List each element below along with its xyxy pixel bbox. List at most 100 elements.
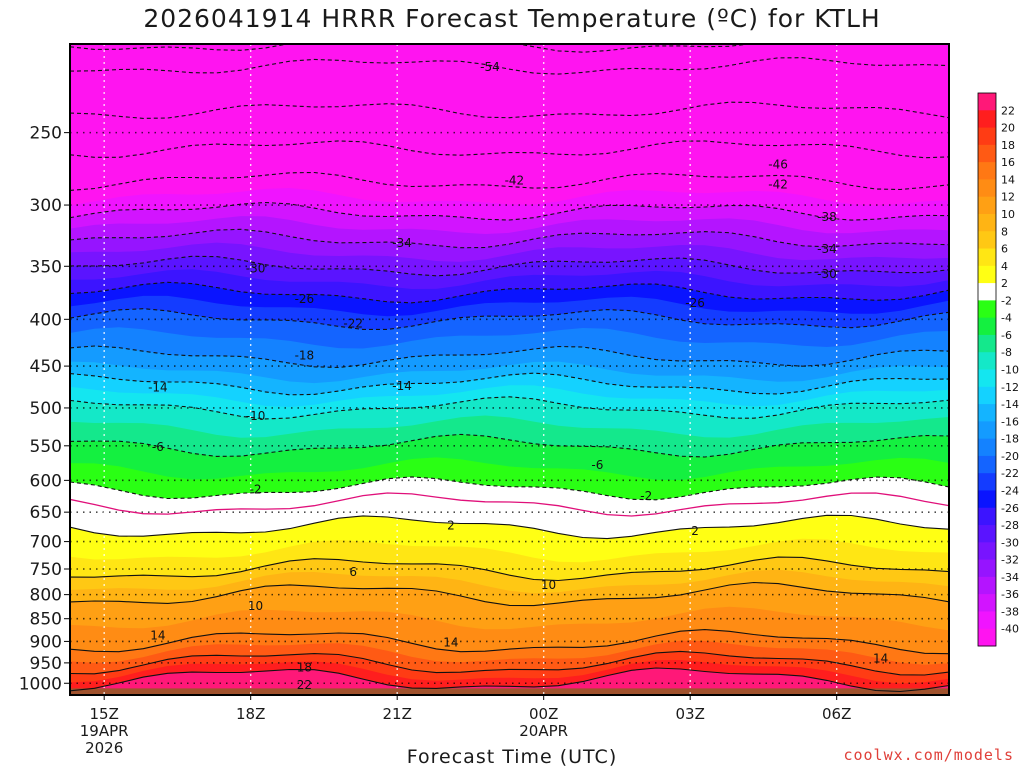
colorbar-swatch <box>978 283 996 301</box>
contour-label: -22 <box>343 316 363 330</box>
contour-label: -34 <box>392 236 412 250</box>
x-tick-label: 03Z <box>675 705 704 723</box>
ground-strip <box>70 688 949 695</box>
contour-line <box>70 667 949 693</box>
x-tick-label: 21Z <box>382 705 411 723</box>
contour-line <box>70 255 949 277</box>
contour-line <box>70 372 949 396</box>
colorbar-label: -36 <box>1001 588 1019 601</box>
colorbar-swatch <box>978 300 996 319</box>
colorbar-swatch <box>978 421 996 440</box>
contour-label: -42 <box>768 178 788 192</box>
colorbar-swatch <box>978 490 996 509</box>
y-tick-label: 950 <box>30 654 62 674</box>
contour-label: -38 <box>817 210 837 224</box>
x-tick-sublabel: 20APR <box>519 722 568 740</box>
colorbar-swatch <box>978 594 996 612</box>
colorbar-swatch <box>978 438 996 457</box>
x-tick-label: 18Z <box>236 705 265 723</box>
colorbar-swatch <box>978 334 996 353</box>
colorbar-swatch <box>978 127 996 146</box>
colorbar-label: -2 <box>1001 294 1012 307</box>
y-tick-label: 800 <box>30 586 62 606</box>
colorbar-label: -8 <box>1001 346 1012 359</box>
grid-lines <box>70 44 949 695</box>
colorbar-label: -6 <box>1001 329 1012 342</box>
y-axis-ticks: 2503003504004505005506006507007508008509… <box>19 124 70 694</box>
contour-label: -30 <box>246 262 266 276</box>
colorbar-swatch <box>978 455 996 474</box>
colorbar-swatch <box>978 162 996 180</box>
colorbar-label: 8 <box>1001 225 1008 238</box>
freezing-line <box>70 492 949 517</box>
contour-label: -26 <box>685 296 705 310</box>
temperature-fill <box>70 44 949 695</box>
y-tick-label: 700 <box>30 533 62 553</box>
contour-label: -14 <box>148 381 168 395</box>
contour-label: -2 <box>640 489 652 503</box>
colorbar-swatch <box>978 265 996 284</box>
y-tick-label: 400 <box>30 310 62 330</box>
contour-label: 6 <box>349 565 357 579</box>
colorbar-label: 14 <box>1001 173 1015 186</box>
colorbar-label: -20 <box>1001 450 1019 463</box>
contour-label: -26 <box>295 292 315 306</box>
colorbar-swatch <box>978 231 996 250</box>
contour-label: 2 <box>447 518 455 532</box>
colorbar-label: 12 <box>1001 191 1015 204</box>
colorbar-label: -30 <box>1001 536 1019 549</box>
colorbar-label: -34 <box>1001 571 1019 584</box>
y-tick-label: 600 <box>30 471 62 491</box>
colorbar: 22 20 18 16 14 12 10 8 6 4 2 -2 -4 -6 -8 -10 -12 -14 -16 -1… <box>977 92 1019 647</box>
colorbar-label: 10 <box>1001 208 1015 221</box>
colorbar-swatch <box>978 352 996 370</box>
contour-label: -34 <box>817 242 837 256</box>
colorbar-swatch <box>978 611 996 630</box>
contour-line <box>70 433 949 458</box>
colorbar-swatch <box>978 369 996 388</box>
contour-line <box>70 476 949 501</box>
contour-lines <box>70 44 949 693</box>
colorbar-label: -14 <box>1001 398 1019 411</box>
colorbar-label: 2 <box>1001 277 1008 290</box>
colorbar-label: -18 <box>1001 433 1019 446</box>
contour-label: 2 <box>691 524 699 538</box>
colorbar-swatch <box>978 144 996 163</box>
colorbar-label: -10 <box>1001 364 1019 377</box>
contour-label: -54 <box>480 60 500 74</box>
contour-line <box>70 629 949 655</box>
contour-line <box>70 556 949 582</box>
colorbar-swatch <box>978 576 996 595</box>
colorbar-swatch <box>978 473 996 491</box>
contour-line <box>70 201 949 221</box>
contour-label: -42 <box>505 173 525 187</box>
colorbar-swatch <box>978 179 996 198</box>
colorbar-label: -38 <box>1001 605 1019 618</box>
contour-line <box>70 101 949 119</box>
colorbar-label: -22 <box>1001 467 1019 480</box>
contour-line <box>70 581 949 607</box>
contour-labels: -54-46-42 -42-38-34 -34-30 -30-26 -26-22-18-… <box>148 60 888 692</box>
contour-label: 14 <box>150 629 165 643</box>
contour-line <box>70 281 949 304</box>
colorbar-label: -16 <box>1001 415 1019 428</box>
colorbar-swatch <box>978 404 996 422</box>
x-tick-label: 15Z <box>89 705 118 723</box>
y-tick-label: 750 <box>30 560 62 580</box>
colorbar-label: -4 <box>1001 312 1012 325</box>
colorbar-label: -40 <box>1001 623 1019 636</box>
colorbar-swatch <box>978 213 996 232</box>
temp-band <box>70 668 949 695</box>
colorbar-label: -28 <box>1001 519 1019 532</box>
colorbar-label: -12 <box>1001 381 1019 394</box>
colorbar-frame <box>977 92 997 647</box>
colorbar-label: -32 <box>1001 554 1019 567</box>
colorbar-label: 20 <box>1001 122 1015 135</box>
x-tick-sublabel: 2026 <box>85 739 123 757</box>
contour-line <box>70 396 949 420</box>
y-tick-label: 450 <box>30 357 62 377</box>
x-axis-label: Forecast Time (UTC) <box>406 746 618 768</box>
contour-label: 22 <box>297 678 312 692</box>
contour-label: -18 <box>295 348 315 362</box>
